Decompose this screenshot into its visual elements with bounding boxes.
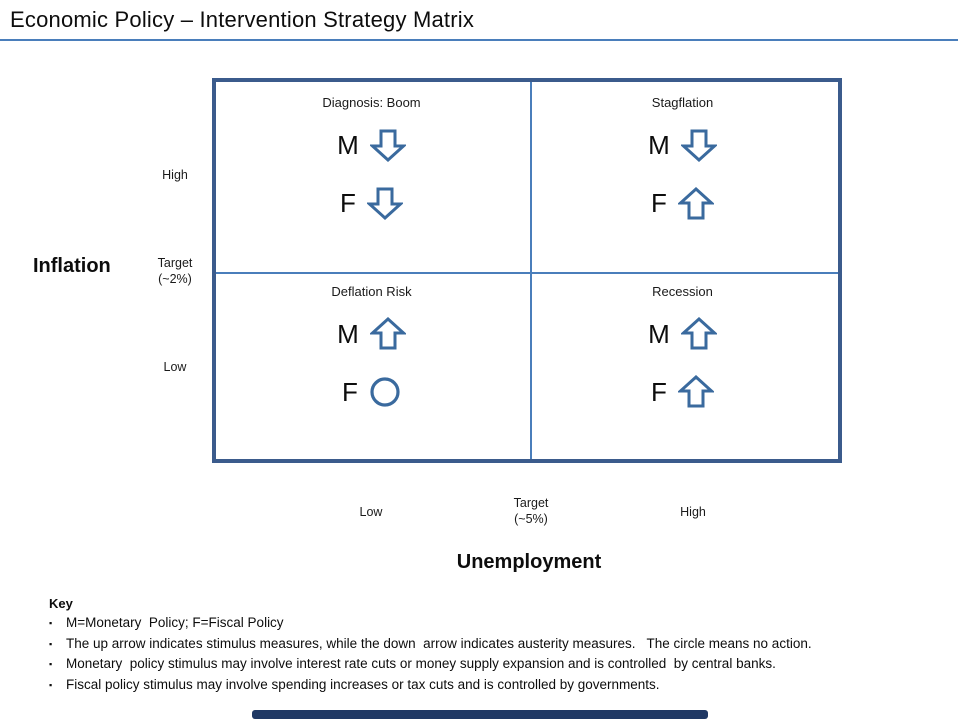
- key-heading: Key: [49, 596, 73, 611]
- x-tick-low: Low: [359, 505, 383, 519]
- x-tick-target-line1: Target: [513, 496, 549, 510]
- key-bullet: Fiscal policy stimulus may involve spend…: [49, 677, 929, 692]
- matrix-grid: Diagnosis: Boom M F Stagflation M F: [216, 82, 838, 459]
- quadrant-title: Recession: [652, 283, 713, 299]
- bullet-square-icon: [49, 659, 66, 669]
- fiscal-symbol: [366, 187, 403, 220]
- monetary-policy-row: M: [648, 128, 717, 162]
- fiscal-policy-row: F: [342, 375, 401, 409]
- key-bullet: M=Monetary Policy; F=Fiscal Policy: [49, 615, 929, 630]
- monetary-symbol: [680, 317, 717, 350]
- monetary-symbol: [369, 317, 406, 350]
- quadrant-title: Stagflation: [651, 95, 714, 110]
- fiscal-symbol: [677, 186, 714, 220]
- key-bullet-text: M=Monetary Policy; F=Fiscal Policy: [66, 615, 284, 630]
- quadrant-stagflation: Stagflation M F: [527, 82, 838, 271]
- circle-icon: [370, 376, 400, 407]
- fiscal-label: F: [342, 376, 358, 407]
- key-bullet-text: Monetary policy stimulus may involve int…: [66, 656, 776, 671]
- x-tick-high: High: [680, 505, 706, 519]
- x-tick-target-line2: (~5%): [514, 512, 548, 526]
- quadrant-boom: Diagnosis: Boom M F: [216, 82, 527, 271]
- monetary-policy-row: M: [337, 317, 406, 351]
- monetary-symbol: [369, 129, 406, 162]
- monetary-label: M: [648, 130, 670, 160]
- key-bullet-text: Fiscal policy stimulus may involve spend…: [66, 676, 660, 692]
- x-axis-title: Unemployment: [456, 551, 602, 573]
- fiscal-label: F: [340, 188, 356, 218]
- matrix-horizontal-divider: [216, 272, 838, 274]
- fiscal-label: F: [651, 188, 667, 218]
- key-bullet: Monetary policy stimulus may involve int…: [49, 656, 929, 671]
- fiscal-symbol: [677, 375, 714, 408]
- fiscal-policy-row: F: [340, 186, 403, 220]
- key-bullet-text: The up arrow indicates stimulus measures…: [66, 635, 812, 651]
- monetary-policy-row: M: [337, 128, 406, 162]
- y-tick-target-line2: (~2%): [158, 272, 192, 286]
- fiscal-policy-row: F: [651, 375, 714, 409]
- up-arrow-icon: [680, 317, 717, 350]
- monetary-label: M: [337, 318, 359, 349]
- monetary-label: M: [648, 318, 670, 349]
- fiscal-label: F: [651, 376, 667, 407]
- monetary-policy-row: M: [648, 317, 717, 351]
- up-arrow-icon: [677, 375, 714, 408]
- up-arrow-icon: [677, 186, 714, 219]
- key-bullet: The up arrow indicates stimulus measures…: [49, 636, 929, 651]
- bullet-square-icon: [49, 680, 66, 690]
- x-tick-target: Target (~5%): [491, 495, 571, 527]
- footer-accent-bar: [252, 710, 708, 719]
- strategy-matrix: Diagnosis: Boom M F Stagflation M F: [212, 78, 842, 463]
- bullet-square-icon: [49, 618, 66, 628]
- y-tick-target-line1: Target: [157, 256, 193, 270]
- up-arrow-icon: [369, 317, 406, 350]
- quadrant-title: Diagnosis: Boom: [322, 95, 421, 110]
- quadrant-deflation-risk: Deflation Risk M F: [216, 271, 527, 460]
- quadrant-title: Deflation Risk: [331, 283, 412, 299]
- bullet-square-icon: [49, 639, 66, 649]
- down-arrow-icon: [369, 129, 406, 162]
- y-tick-target: Target (~2%): [140, 255, 210, 287]
- y-tick-low: Low: [163, 360, 187, 374]
- title-underline: [0, 39, 958, 41]
- monetary-label: M: [337, 130, 359, 160]
- page-title: Economic Policy – Intervention Strategy …: [10, 7, 475, 32]
- quadrant-recession: Recession M F: [527, 271, 838, 460]
- monetary-symbol: [680, 129, 717, 162]
- fiscal-policy-row: F: [651, 186, 714, 220]
- y-tick-high: High: [162, 168, 188, 182]
- key-section: Key M=Monetary Policy; F=Fiscal Policy T…: [49, 596, 929, 697]
- fiscal-symbol: [369, 376, 401, 408]
- down-arrow-icon: [680, 129, 717, 162]
- y-axis-title: Inflation: [33, 255, 111, 277]
- down-arrow-icon: [366, 187, 403, 220]
- matrix-vertical-divider: [530, 82, 532, 459]
